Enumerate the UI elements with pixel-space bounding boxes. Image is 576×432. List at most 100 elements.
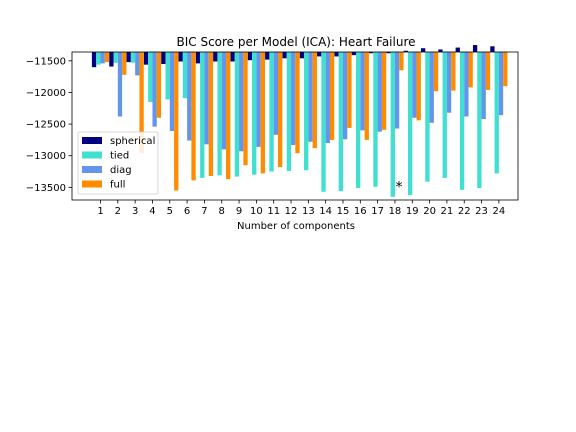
bar-diag-12 [291, 52, 296, 145]
bar-tied-19 [407, 52, 413, 195]
y-tick-label: −11500 [26, 56, 66, 67]
bar-tied-22 [459, 52, 465, 190]
bar-spherical-7 [195, 52, 201, 64]
bar-diag-17 [377, 52, 382, 132]
bar-diag-13 [308, 52, 313, 142]
x-tick-label: 17 [371, 206, 384, 217]
bar-full-10 [260, 52, 265, 174]
bar-spherical-5 [161, 52, 166, 65]
bar-full-20 [433, 52, 439, 92]
bar-tied-12 [286, 52, 292, 171]
bar-diag-2 [117, 52, 123, 117]
best-model-marker: * [395, 179, 402, 195]
bar-full-9 [243, 52, 248, 166]
bar-diag-9 [239, 52, 244, 152]
bar-full-15 [347, 52, 352, 128]
bar-tied-21 [442, 52, 447, 178]
x-tick-label: 6 [184, 206, 190, 217]
bar-tied-4 [148, 52, 153, 102]
x-tick-label: 16 [354, 206, 367, 217]
bar-diag-19 [412, 52, 417, 118]
x-tick-label: 8 [219, 206, 225, 217]
bar-spherical-20 [420, 48, 426, 52]
bar-tied-16 [356, 52, 361, 188]
bar-full-23 [485, 52, 491, 90]
bar-full-17 [381, 52, 387, 130]
bar-diag-14 [325, 52, 330, 144]
bar-diag-7 [204, 52, 209, 145]
bar-tied-8 [217, 52, 222, 176]
legend-swatch-full [82, 180, 102, 188]
bar-full-7 [208, 52, 214, 176]
x-tick-label: 5 [167, 206, 173, 217]
legend-swatch-tied [82, 151, 102, 159]
bar-tied-6 [182, 52, 188, 99]
bar-full-11 [278, 52, 283, 168]
y-axis: −11500 −12000 −12500 −13000 −13500 [26, 56, 72, 194]
bar-spherical-15 [334, 52, 339, 57]
x-tick-label: 19 [406, 206, 419, 217]
bar-tied-7 [200, 52, 205, 178]
x-tick-label: 1 [97, 206, 103, 217]
y-tick-label: −13000 [26, 151, 66, 162]
legend-swatch-spherical [82, 137, 102, 144]
bar-tied-13 [304, 52, 309, 171]
bars-layer [91, 45, 508, 197]
plot-frame [71, 51, 519, 201]
bar-spherical-4 [143, 52, 149, 65]
bar-full-3 [139, 52, 144, 154]
bar-diag-4 [152, 52, 157, 127]
bar-tied-2 [113, 52, 118, 63]
bar-tied-3 [130, 52, 136, 63]
bar-diag-21 [446, 52, 452, 113]
bar-diag-1 [100, 52, 105, 64]
bar-diag-16 [360, 52, 365, 131]
y-tick-label: −12000 [26, 88, 66, 99]
bar-spherical-18 [386, 52, 391, 54]
bar-spherical-21 [438, 49, 443, 52]
bar-tied-23 [477, 52, 482, 188]
x-tick-label: 13 [302, 206, 315, 217]
legend-swatch-diag [82, 166, 102, 173]
bar-spherical-2 [109, 52, 114, 67]
x-tick-label: 2 [115, 206, 121, 217]
bar-full-21 [451, 52, 456, 91]
bar-full-6 [191, 52, 196, 181]
bar-spherical-6 [178, 52, 183, 62]
x-tick-label: 22 [458, 206, 471, 217]
bar-tied-24 [494, 52, 499, 174]
bar-diag-5 [169, 52, 175, 132]
bar-spherical-11 [265, 52, 270, 60]
bar-full-19 [416, 52, 421, 121]
bar-diag-3 [135, 52, 140, 76]
x-tick-label: 24 [492, 206, 505, 217]
x-tick-label: 4 [149, 206, 155, 217]
x-tick-label: 3 [132, 206, 138, 217]
bar-diag-18 [394, 52, 400, 129]
chart-title: BIC Score per Model (ICA): Heart Failure [176, 35, 415, 49]
bar-full-16 [364, 52, 369, 140]
bar-spherical-14 [317, 52, 322, 57]
x-tick-label: 15 [337, 206, 350, 217]
x-tick-label: 20 [423, 206, 436, 217]
x-tick-label: 18 [389, 206, 402, 217]
legend: spherical tied diag full [77, 131, 159, 195]
bar-tied-10 [252, 52, 257, 175]
legend-label-tied: tied [110, 151, 129, 162]
bar-diag-24 [498, 52, 504, 116]
x-axis-label: Number of components [237, 221, 355, 232]
x-axis: 1 2 3 4 5 6 7 8 9 10 11 12 13 14 15 16 17 18 19 20 21 22 23 24 [97, 200, 505, 217]
bar-full-22 [468, 52, 473, 88]
bar-full-4 [156, 52, 162, 118]
bar-spherical-22 [455, 47, 460, 52]
bar-diag-15 [342, 52, 348, 140]
x-tick-label: 7 [201, 206, 207, 217]
x-tick-label: 21 [441, 206, 454, 217]
bar-full-2 [122, 52, 127, 75]
bar-diag-10 [256, 52, 261, 147]
bar-full-1 [104, 52, 110, 63]
x-tick-label: 14 [319, 206, 332, 217]
bar-full-8 [226, 52, 231, 180]
bar-spherical-23 [472, 45, 478, 52]
bar-diag-6 [187, 52, 192, 141]
